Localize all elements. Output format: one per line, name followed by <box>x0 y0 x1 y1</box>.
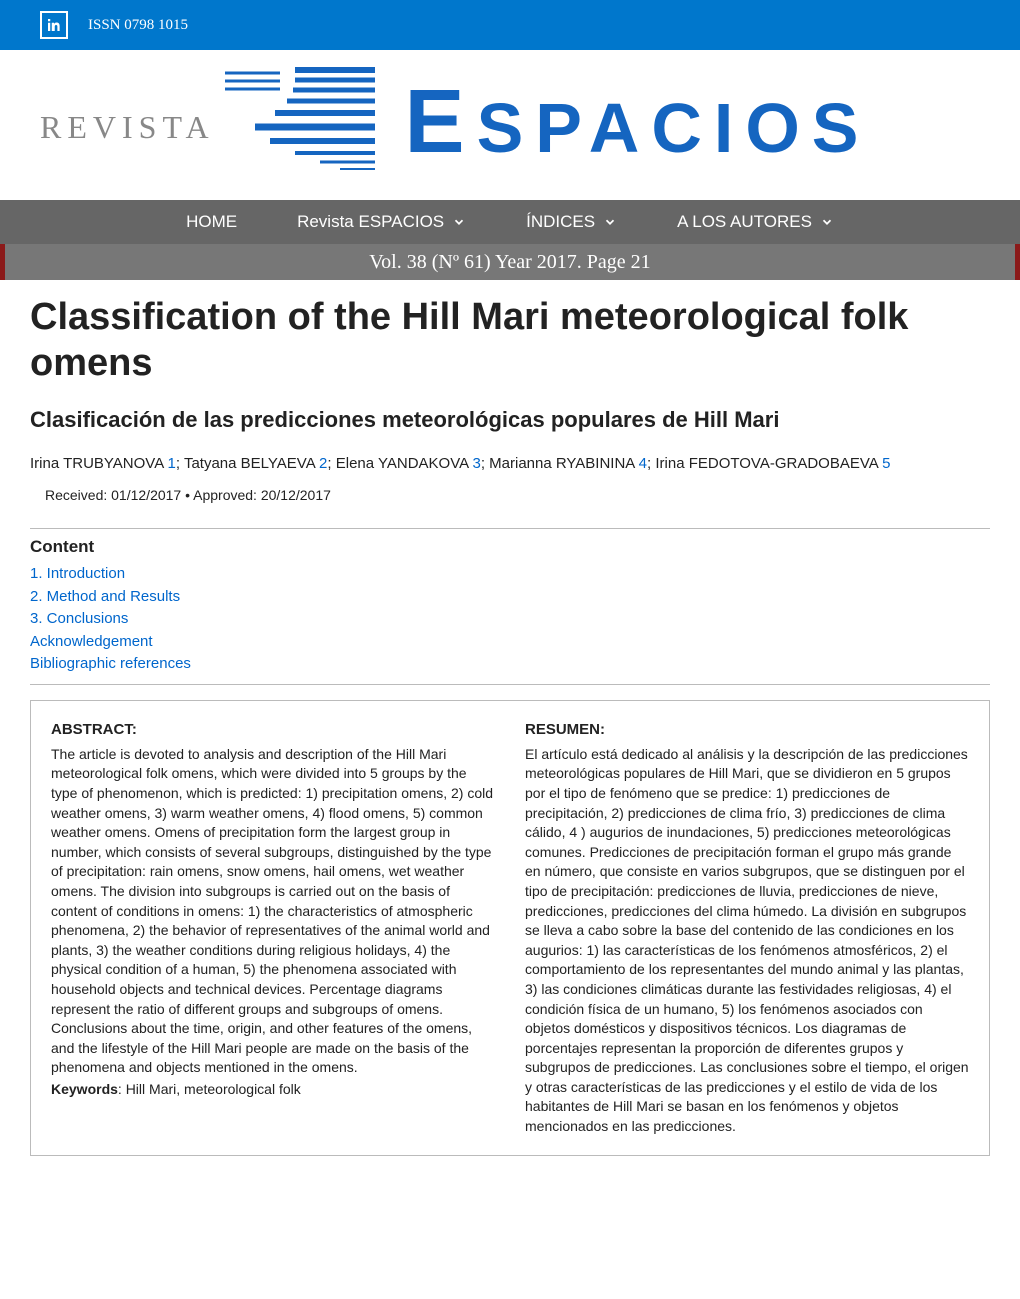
nav-label: HOME <box>186 212 237 232</box>
author-ref-1[interactable]: 1 <box>168 455 176 472</box>
chevron-down-icon <box>452 215 466 229</box>
abstract-text: The article is devoted to analysis and d… <box>51 745 495 1078</box>
nav-revista[interactable]: Revista ESPACIOS <box>297 212 466 232</box>
authors-line: Irina TRUBYANOVA 1; Tatyana BELYAEVA 2; … <box>30 453 990 476</box>
article-subtitle: Clasificación de las predicciones meteor… <box>30 406 990 435</box>
logo-area: REVISTA ESPACIOS <box>0 50 1020 200</box>
toc-list: 1. Introduction 2. Method and Results 3.… <box>30 563 990 676</box>
divider <box>30 684 990 685</box>
logo-lines-icon <box>225 65 405 175</box>
abstract-spanish: RESUMEN: El artículo está dedicado al an… <box>525 719 969 1137</box>
volume-bar: Vol. 38 (Nº 61) Year 2017. Page 21 <box>0 244 1020 280</box>
keywords-line: Keywords: Hill Mari, meteorological folk <box>51 1080 495 1100</box>
divider <box>30 528 990 529</box>
article-content: Classification of the Hill Mari meteorol… <box>0 280 1020 1186</box>
chevron-down-icon <box>603 215 617 229</box>
revista-label: REVISTA <box>40 109 215 146</box>
abstract-box: ABSTRACT: The article is devoted to anal… <box>30 700 990 1156</box>
received-approved: Received: 01/12/2017 • Approved: 20/12/2… <box>30 487 990 503</box>
toc-link-refs[interactable]: Bibliographic references <box>30 655 191 672</box>
nav-autores[interactable]: A LOS AUTORES <box>677 212 834 232</box>
linkedin-icon[interactable] <box>40 11 68 39</box>
nav-label: A LOS AUTORES <box>677 212 812 232</box>
toc-link-method[interactable]: 2. Method and Results <box>30 588 180 605</box>
toc-link-conclusions[interactable]: 3. Conclusions <box>30 610 128 627</box>
resumen-text: El artículo está dedicado al análisis y … <box>525 745 969 1137</box>
nav-indices[interactable]: ÍNDICES <box>526 212 617 232</box>
abstract-heading: ABSTRACT: <box>51 719 495 740</box>
nav-label: Revista ESPACIOS <box>297 212 444 232</box>
espacios-label: ESPACIOS <box>405 71 871 174</box>
nav-label: ÍNDICES <box>526 212 595 232</box>
nav-bar: HOME Revista ESPACIOS ÍNDICES A LOS AUTO… <box>0 200 1020 244</box>
toc-link-intro[interactable]: 1. Introduction <box>30 565 125 582</box>
author-ref-3[interactable]: 3 <box>472 455 480 472</box>
chevron-down-icon <box>820 215 834 229</box>
abstract-english: ABSTRACT: The article is devoted to anal… <box>51 719 495 1137</box>
resumen-heading: RESUMEN: <box>525 719 969 740</box>
nav-home[interactable]: HOME <box>186 212 237 232</box>
article-title: Classification of the Hill Mari meteorol… <box>30 295 990 386</box>
top-bar: ISSN 0798 1015 <box>0 0 1020 50</box>
toc-heading: Content <box>30 537 990 557</box>
volume-text: Vol. 38 (Nº 61) Year 2017. Page 21 <box>369 251 650 274</box>
author-ref-4[interactable]: 4 <box>639 455 647 472</box>
author-ref-5[interactable]: 5 <box>882 455 890 472</box>
issn-text: ISSN 0798 1015 <box>88 17 188 34</box>
toc-link-ack[interactable]: Acknowledgement <box>30 633 153 650</box>
